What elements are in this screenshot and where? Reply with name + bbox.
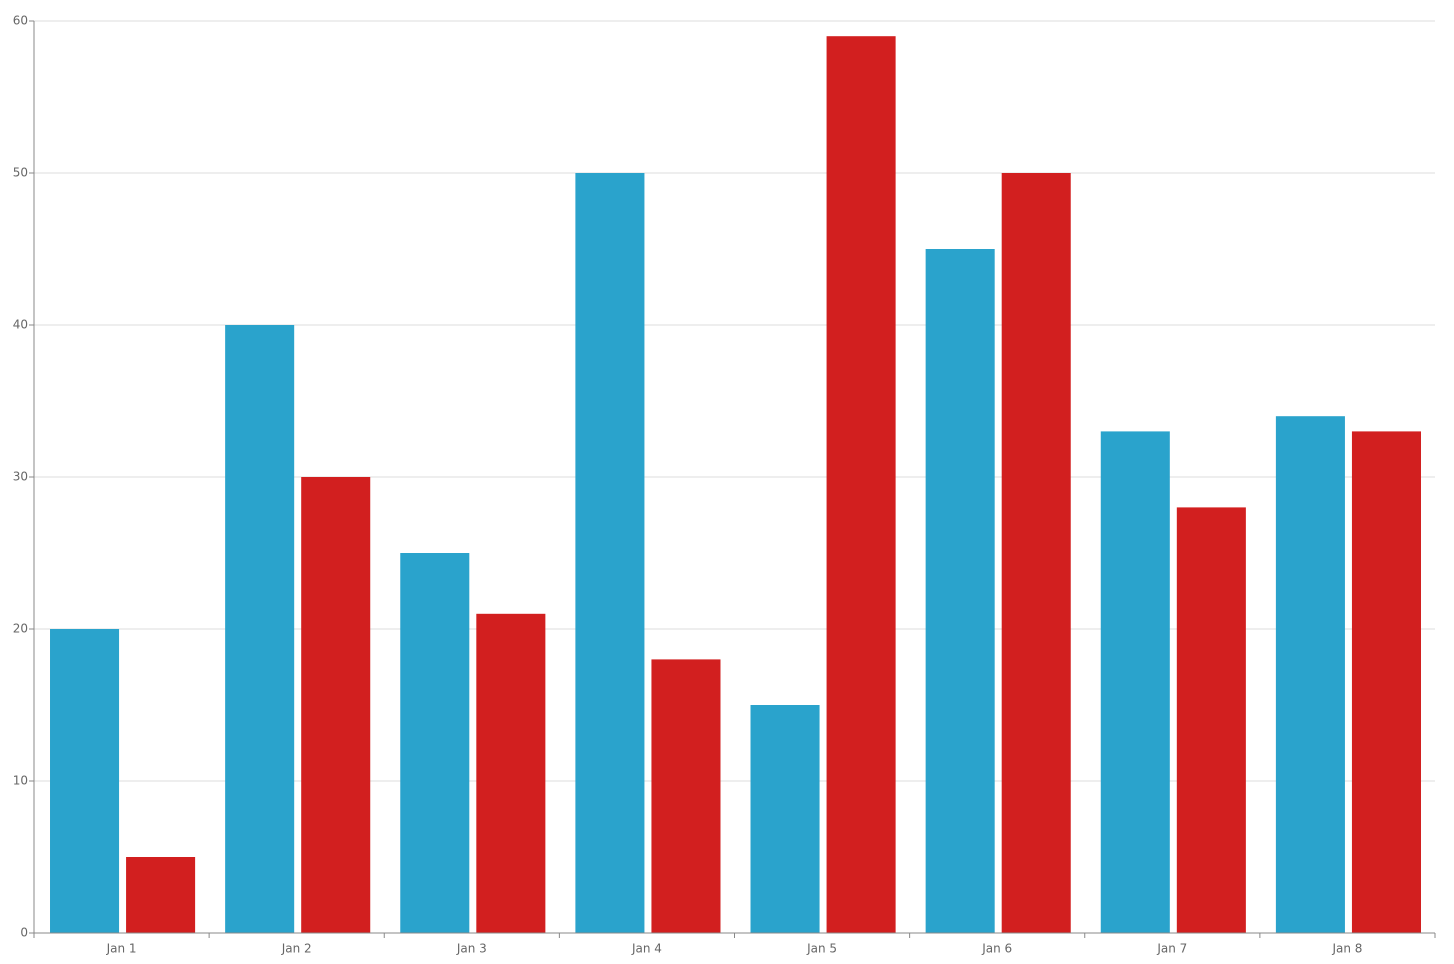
- bar: [225, 325, 295, 933]
- bar: [1001, 173, 1071, 933]
- bar: [575, 173, 645, 933]
- y-tick-label: 40: [13, 318, 28, 332]
- x-tick-label: Jan 3: [456, 942, 487, 956]
- bar: [1176, 507, 1246, 933]
- bar: [750, 705, 820, 933]
- y-tick-label: 0: [20, 926, 28, 940]
- x-tick-label: Jan 1: [106, 942, 137, 956]
- x-tick-label: Jan 8: [1331, 942, 1362, 956]
- x-tick-label: Jan 2: [281, 942, 312, 956]
- bar: [826, 36, 896, 933]
- bar: [301, 477, 371, 933]
- y-tick-label: 30: [13, 470, 28, 484]
- bar: [925, 249, 995, 933]
- bar: [1351, 431, 1421, 933]
- bar: [1100, 431, 1170, 933]
- x-tick-label: Jan 6: [981, 942, 1012, 956]
- y-tick-label: 60: [13, 14, 28, 28]
- y-tick-label: 50: [13, 166, 28, 180]
- x-tick-label: Jan 5: [806, 942, 837, 956]
- bar: [651, 659, 721, 933]
- bar: [126, 857, 196, 933]
- bar: [50, 629, 120, 933]
- y-tick-label: 10: [13, 774, 28, 788]
- x-tick-label: Jan 4: [631, 942, 662, 956]
- bar: [400, 553, 470, 933]
- bar: [1275, 416, 1345, 933]
- x-tick-label: Jan 7: [1156, 942, 1187, 956]
- y-tick-label: 20: [13, 622, 28, 636]
- bar: [476, 613, 546, 933]
